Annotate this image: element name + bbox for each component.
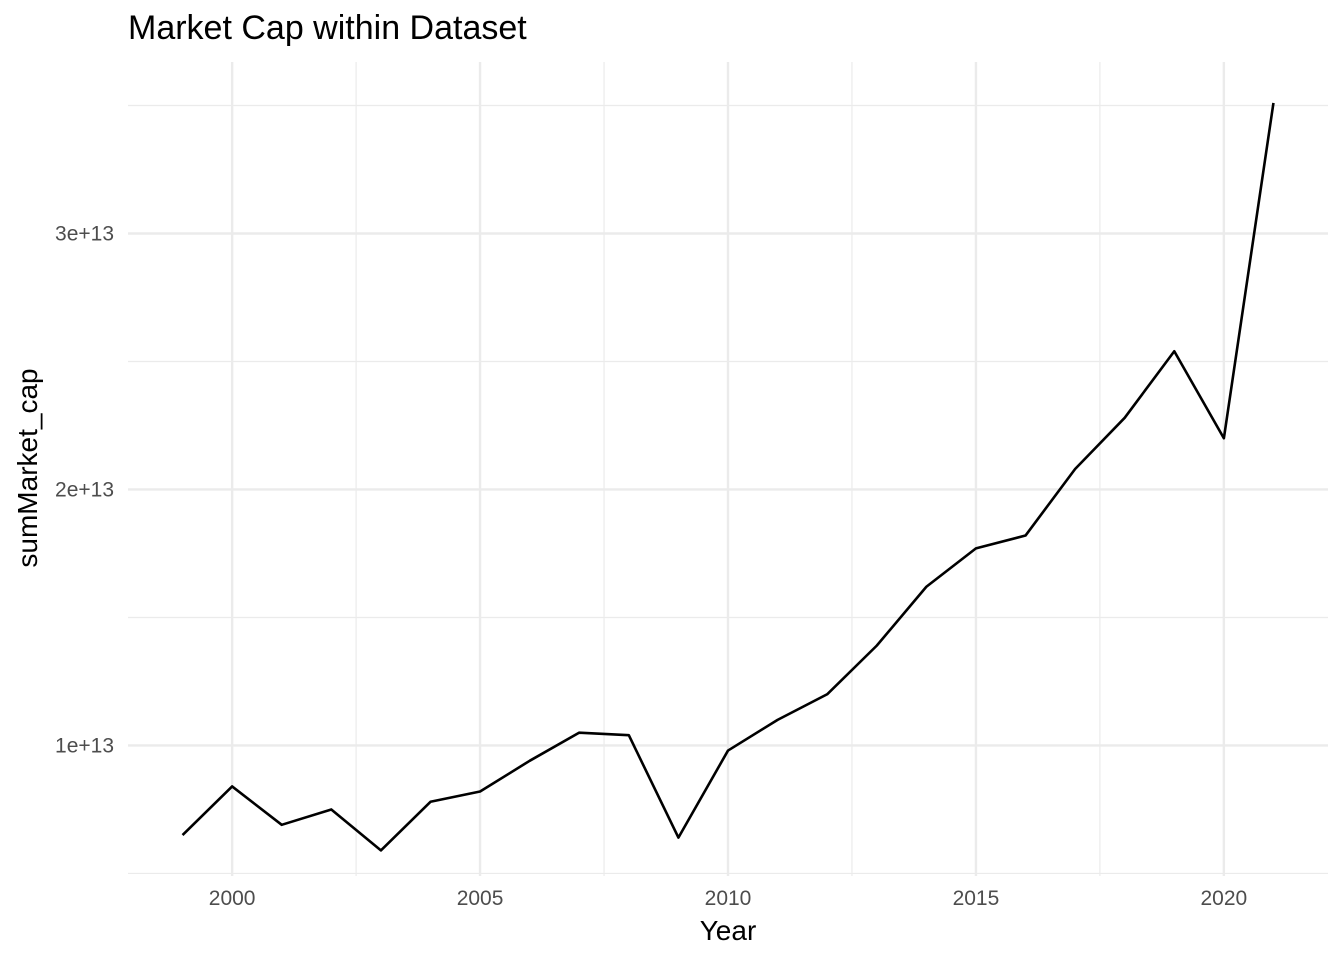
- y-tick-label: 1e+13: [55, 734, 114, 757]
- chart-title: Market Cap within Dataset: [128, 9, 527, 47]
- y-tick-label: 2e+13: [55, 478, 114, 501]
- x-axis-title: Year: [700, 915, 757, 946]
- x-tick-label: 2005: [457, 887, 504, 910]
- y-axis-tick-labels: 1e+13 2e+13 3e+13: [55, 223, 114, 758]
- x-tick-label: 2000: [209, 887, 256, 910]
- x-tick-label: 2010: [705, 887, 752, 910]
- y-tick-label: 3e+13: [55, 223, 114, 246]
- x-axis-tick-labels: 2000 2005 2010 2015 2020: [209, 887, 1247, 910]
- chart-grid: [128, 62, 1328, 876]
- x-tick-label: 2015: [953, 887, 1000, 910]
- x-tick-label: 2020: [1201, 887, 1248, 910]
- y-axis-title: sumMarket_cap: [12, 368, 43, 567]
- series-line: [181, 102, 1275, 852]
